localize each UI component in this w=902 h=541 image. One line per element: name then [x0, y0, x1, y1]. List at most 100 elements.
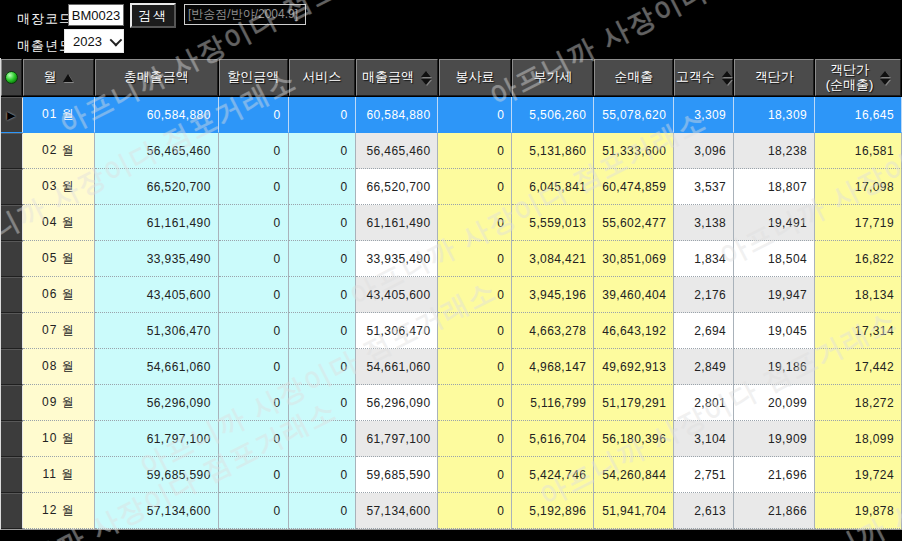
table-row[interactable]: 02 월56,465,4600056,465,46005,131,86051,3…	[1, 133, 902, 169]
column-header-8[interactable]: 순매출	[594, 59, 673, 96]
value-cell[interactable]: 5,116,799	[512, 385, 594, 421]
value-cell[interactable]: 30,851,069	[594, 241, 674, 277]
month-cell[interactable]: 10 월	[23, 421, 95, 457]
value-cell[interactable]: 2,801	[674, 385, 734, 421]
value-cell[interactable]: 33,935,490	[356, 241, 439, 277]
month-cell[interactable]: 12 월	[23, 493, 95, 529]
value-cell[interactable]: 0	[289, 277, 356, 313]
value-cell[interactable]: 61,161,490	[95, 205, 219, 241]
value-cell[interactable]: 0	[289, 313, 356, 349]
value-cell[interactable]: 20,099	[734, 385, 815, 421]
value-cell[interactable]: 0	[219, 97, 289, 133]
month-cell[interactable]: 06 월	[23, 277, 95, 313]
column-header-9[interactable]: 고객수	[674, 59, 733, 96]
value-cell[interactable]: 19,491	[734, 205, 815, 241]
select-all-button[interactable]	[1, 59, 22, 96]
row-selector-cell[interactable]	[1, 421, 23, 457]
column-header-11[interactable]: 객단가 (순매출)	[815, 59, 901, 96]
value-cell[interactable]: 33,935,490	[95, 241, 219, 277]
value-cell[interactable]: 60,474,859	[594, 169, 674, 205]
value-cell[interactable]: 5,616,704	[512, 421, 594, 457]
value-cell[interactable]: 0	[438, 169, 512, 205]
value-cell[interactable]: 0	[438, 421, 512, 457]
value-cell[interactable]: 3,104	[674, 421, 734, 457]
value-cell[interactable]: 66,520,700	[95, 169, 219, 205]
value-cell[interactable]: 2,751	[674, 457, 734, 493]
value-cell[interactable]: 57,134,600	[95, 493, 219, 529]
value-cell[interactable]: 5,506,260	[512, 97, 594, 133]
value-cell[interactable]: 66,520,700	[356, 169, 439, 205]
value-cell[interactable]: 2,176	[674, 277, 734, 313]
value-cell[interactable]: 18,238	[734, 133, 815, 169]
value-cell[interactable]: 2,613	[674, 493, 734, 529]
value-cell[interactable]: 56,465,460	[95, 133, 219, 169]
value-cell[interactable]: 0	[219, 169, 289, 205]
value-cell[interactable]: 56,296,090	[95, 385, 219, 421]
value-cell[interactable]: 51,306,470	[356, 313, 439, 349]
value-cell[interactable]: 39,460,404	[594, 277, 674, 313]
table-row[interactable]: ▶01 월60,584,8800060,584,88005,506,26055,…	[1, 97, 902, 133]
row-selector-cell[interactable]	[1, 493, 23, 529]
value-cell[interactable]: 0	[289, 457, 356, 493]
value-cell[interactable]: 19,724	[815, 457, 902, 493]
value-cell[interactable]: 61,797,100	[356, 421, 439, 457]
value-cell[interactable]: 51,306,470	[95, 313, 219, 349]
month-cell[interactable]: 02 월	[23, 133, 95, 169]
value-cell[interactable]: 2,849	[674, 349, 734, 385]
value-cell[interactable]: 0	[219, 385, 289, 421]
value-cell[interactable]: 16,645	[815, 97, 902, 133]
table-row[interactable]: 10 월61,797,1000061,797,10005,616,70456,1…	[1, 421, 902, 457]
month-cell[interactable]: 04 월	[23, 205, 95, 241]
month-cell[interactable]: 03 월	[23, 169, 95, 205]
value-cell[interactable]: 5,424,746	[512, 457, 594, 493]
value-cell[interactable]: 0	[289, 493, 356, 529]
month-cell[interactable]: 07 월	[23, 313, 95, 349]
value-cell[interactable]: 0	[438, 205, 512, 241]
column-header-5[interactable]: 매출금액	[356, 59, 438, 96]
value-cell[interactable]: 18,134	[815, 277, 902, 313]
column-header-7[interactable]: 부가세	[512, 59, 593, 96]
value-cell[interactable]: 0	[219, 277, 289, 313]
value-cell[interactable]: 3,537	[674, 169, 734, 205]
column-header-4[interactable]: 서비스	[289, 59, 355, 96]
value-cell[interactable]: 4,968,147	[512, 349, 594, 385]
value-cell[interactable]: 0	[219, 133, 289, 169]
value-cell[interactable]: 0	[289, 385, 356, 421]
value-cell[interactable]: 17,098	[815, 169, 902, 205]
value-cell[interactable]: 3,138	[674, 205, 734, 241]
value-cell[interactable]: 56,296,090	[356, 385, 439, 421]
month-cell[interactable]: 11 월	[23, 457, 95, 493]
value-cell[interactable]: 0	[438, 241, 512, 277]
value-cell[interactable]: 18,504	[734, 241, 815, 277]
value-cell[interactable]: 18,807	[734, 169, 815, 205]
table-row[interactable]: 08 월54,661,0600054,661,06004,968,14749,6…	[1, 349, 902, 385]
month-cell[interactable]: 08 월	[23, 349, 95, 385]
value-cell[interactable]: 51,941,704	[594, 493, 674, 529]
value-cell[interactable]: 0	[438, 97, 512, 133]
value-cell[interactable]: 54,260,844	[594, 457, 674, 493]
value-cell[interactable]: 43,405,600	[95, 277, 219, 313]
value-cell[interactable]: 5,131,860	[512, 133, 594, 169]
value-cell[interactable]: 46,643,192	[594, 313, 674, 349]
table-row[interactable]: 11 월59,685,5900059,685,59005,424,74654,2…	[1, 457, 902, 493]
value-cell[interactable]: 5,192,896	[512, 493, 594, 529]
value-cell[interactable]: 0	[438, 457, 512, 493]
row-selector-cell[interactable]	[1, 241, 23, 277]
value-cell[interactable]: 18,272	[815, 385, 902, 421]
column-header-3[interactable]: 할인금액	[219, 59, 288, 96]
value-cell[interactable]: 1,834	[674, 241, 734, 277]
value-cell[interactable]: 0	[289, 421, 356, 457]
value-cell[interactable]: 18,309	[734, 97, 815, 133]
value-cell[interactable]: 56,180,396	[594, 421, 674, 457]
value-cell[interactable]: 0	[438, 277, 512, 313]
value-cell[interactable]: 0	[219, 493, 289, 529]
month-cell[interactable]: 01 월	[23, 97, 95, 133]
value-cell[interactable]: 19,186	[734, 349, 815, 385]
value-cell[interactable]: 49,692,913	[594, 349, 674, 385]
value-cell[interactable]: 16,822	[815, 241, 902, 277]
value-cell[interactable]: 57,134,600	[356, 493, 439, 529]
month-cell[interactable]: 09 월	[23, 385, 95, 421]
table-row[interactable]: 09 월56,296,0900056,296,09005,116,79951,1…	[1, 385, 902, 421]
value-cell[interactable]: 19,878	[815, 493, 902, 529]
value-cell[interactable]: 61,797,100	[95, 421, 219, 457]
